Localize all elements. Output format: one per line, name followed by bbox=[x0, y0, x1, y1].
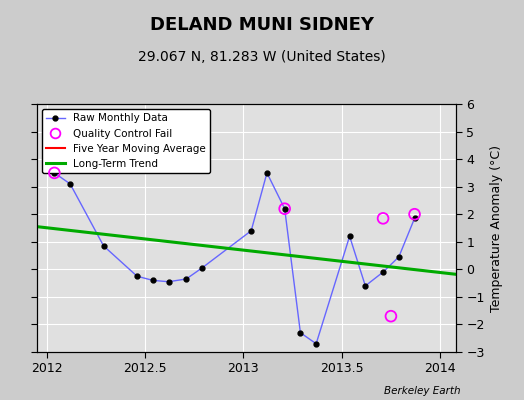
Text: 29.067 N, 81.283 W (United States): 29.067 N, 81.283 W (United States) bbox=[138, 50, 386, 64]
Point bbox=[410, 211, 419, 218]
Point bbox=[387, 313, 395, 319]
Point bbox=[280, 206, 289, 212]
Point bbox=[379, 215, 387, 222]
Text: DELAND MUNI SIDNEY: DELAND MUNI SIDNEY bbox=[150, 16, 374, 34]
Text: Berkeley Earth: Berkeley Earth bbox=[385, 386, 461, 396]
Point bbox=[50, 170, 59, 176]
Legend: Raw Monthly Data, Quality Control Fail, Five Year Moving Average, Long-Term Tren: Raw Monthly Data, Quality Control Fail, … bbox=[42, 109, 210, 173]
Y-axis label: Temperature Anomaly (°C): Temperature Anomaly (°C) bbox=[490, 144, 503, 312]
